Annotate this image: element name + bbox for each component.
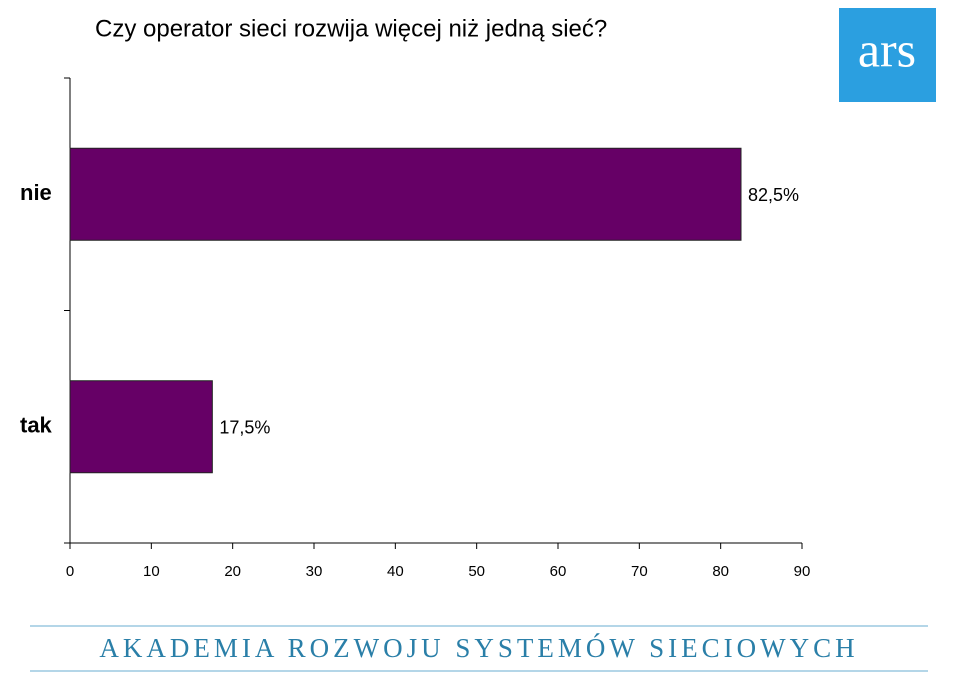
footer: AKADEMIA ROZWOJU SYSTEMÓW SIECIOWYCH [99,633,858,663]
logo: ars [858,21,916,77]
x-tick-label: 90 [794,563,811,580]
x-tick-label: 30 [306,563,323,580]
x-tick-label: 0 [66,563,74,580]
x-tick-label: 50 [468,563,485,580]
bar [69,147,742,241]
x-tick-label: 10 [143,563,160,580]
y-tick-label: tak [20,413,53,438]
chart-title: Czy operator sieci rozwija więcej niż je… [95,15,607,42]
x-tick-label: 70 [631,563,648,580]
bar [69,380,213,474]
value-label: 17,5% [219,418,270,438]
logo-box [839,8,936,102]
x-tick-label: 60 [550,563,567,580]
x-tick-label: 80 [712,563,729,580]
x-tick-label: 40 [387,563,404,580]
value-label: 82,5% [748,185,799,205]
y-tick-label: nie [20,180,52,205]
x-tick-label: 20 [224,563,241,580]
